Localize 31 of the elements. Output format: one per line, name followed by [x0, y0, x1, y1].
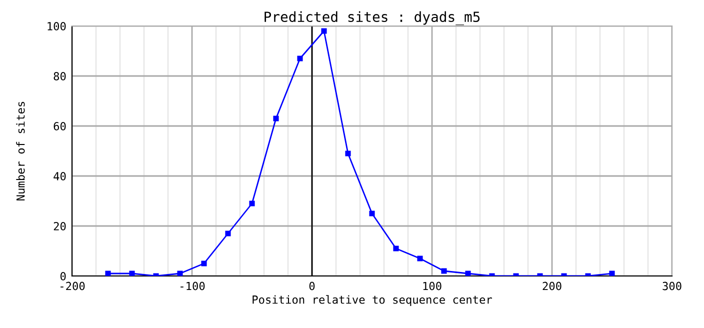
- point: [609, 270, 615, 276]
- point: [417, 256, 423, 262]
- point: [369, 210, 375, 216]
- x-tick-label: -200: [60, 282, 85, 290]
- point: [441, 268, 447, 274]
- x-tick-label: -100: [180, 282, 205, 290]
- y-tick-label: 80: [54, 72, 66, 80]
- point: [129, 270, 135, 276]
- point: [465, 270, 471, 276]
- point: [177, 270, 183, 276]
- x-tick-label: 0: [309, 282, 315, 290]
- point: [345, 150, 351, 156]
- x-tick-label: 100: [423, 282, 442, 290]
- y-tick-label: 60: [54, 122, 66, 130]
- point: [297, 56, 303, 62]
- point: [201, 260, 207, 266]
- chart-title: Predicted sites : dyads_m5: [264, 11, 480, 26]
- y-tick-label: 20: [54, 222, 66, 230]
- y-tick-label: 100: [48, 22, 66, 30]
- point: [225, 230, 231, 236]
- y-tick-label: 0: [60, 272, 66, 280]
- y-tick-label: 40: [54, 172, 66, 180]
- x-axis-title: Position relative to sequence center: [252, 295, 492, 306]
- x-tick-label: 200: [542, 282, 562, 290]
- point: [393, 246, 399, 252]
- point: [273, 116, 279, 122]
- point: [105, 270, 111, 276]
- y-axis-title: Number of sites: [16, 102, 25, 200]
- x-tick-label: 300: [662, 282, 682, 290]
- point: [321, 28, 327, 34]
- point: [249, 200, 255, 206]
